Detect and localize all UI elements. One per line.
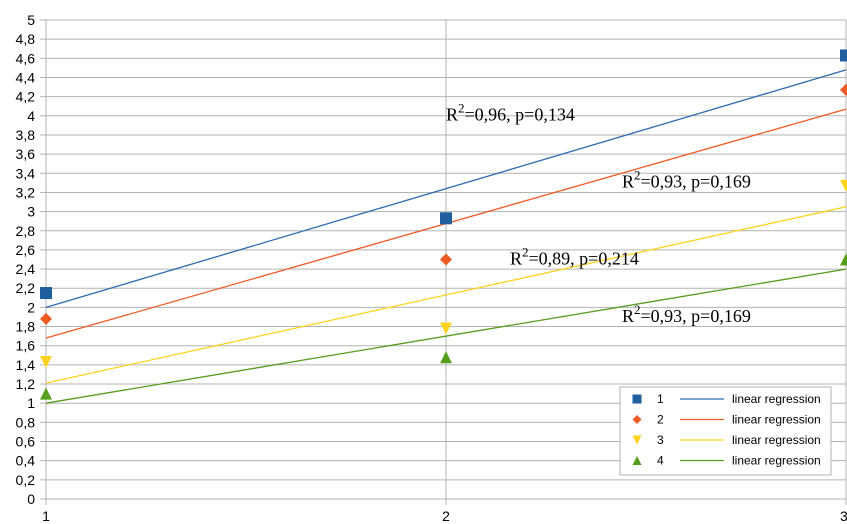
y-tick-label: 2,6 [16,242,36,258]
data-point-series-4 [840,253,847,266]
data-point-series-3 [40,356,52,369]
data-point-series-2 [440,253,452,266]
y-tick-label: 4,4 [16,69,36,85]
r2-superscript: 2 [522,244,529,259]
y-tick-label: 3,2 [16,184,36,200]
legend-regression-label: linear regression [732,392,821,406]
y-tick-label: 3 [27,204,35,220]
y-tick-label: 4 [27,108,35,124]
y-tick-label: 0,4 [16,453,36,469]
r2-annotation-text: R2=0,96, p=0,134 [446,101,575,125]
y-tick-label: 2 [27,299,35,315]
regression-line-1 [45,69,847,309]
y-tick-label: 0 [27,491,35,507]
r2-annotation-text: R2=0,93, p=0,169 [622,168,751,192]
y-tick-label: 2,8 [16,223,36,239]
y-tick-label: 5 [27,12,35,28]
y-tick-label: 0,8 [16,414,36,430]
r2-annotation: R2=0,96, p=0,134 [446,101,575,125]
y-tick-label: 0,6 [16,434,36,450]
y-tick-label: 2,4 [16,261,36,277]
r2-symbol: R [622,172,634,192]
r2-annotation: R2=0,93, p=0,169 [622,302,751,326]
legend-regression-label: linear regression [732,433,821,447]
legend-series-label: 2 [657,413,664,427]
regression-line-4 [45,268,847,404]
y-tick-label: 1 [27,395,35,411]
x-tick-label: 1 [42,508,50,524]
y-tick-label: 3,6 [16,146,36,162]
y-tick-label: 4,2 [16,89,36,105]
r2-values: =0,93, p=0,169 [641,172,751,192]
y-tick-label: 1,4 [16,357,36,373]
data-point-series-2 [840,83,847,96]
y-tick-label: 0,2 [16,472,36,488]
r2-values: =0,96, p=0,134 [465,105,575,125]
r2-symbol: R [510,248,522,268]
legend-marker-1 [632,394,642,404]
r2-annotation-text: R2=0,89, p=0,214 [510,244,639,268]
legend-marker-3 [632,435,642,445]
legend: 1 linear regression 2 linear regression 3 lin… [619,386,832,476]
legend-series-label: 1 [657,392,664,406]
legend-series-label: 3 [657,433,664,447]
r2-annotation: R2=0,93, p=0,169 [622,168,751,192]
data-point-series-3 [840,179,847,192]
x-tick-label: 3 [840,508,847,524]
data-point-series-1 [440,212,452,225]
r2-values: =0,93, p=0,169 [641,306,751,326]
y-tick-label: 4,6 [16,50,36,66]
r2-symbol: R [446,105,458,125]
r2-annotation: R2=0,89, p=0,214 [510,244,639,268]
y-tick-label: 1,2 [16,376,36,392]
y-tick-label: 2,2 [16,280,36,296]
legend-series-label: 4 [657,454,664,468]
r2-superscript: 2 [634,302,641,317]
r2-annotation-text: R2=0,93, p=0,169 [622,302,751,326]
data-point-series-1 [840,49,847,62]
y-tick-label: 3,8 [16,127,36,143]
legend-regression-label: linear regression [732,413,821,427]
regression-line-3 [45,206,847,384]
y-tick-label: 3,4 [16,165,36,181]
y-tick-label: 1,6 [16,338,36,354]
x-tick-label: 2 [442,508,450,524]
legend-regression-label: linear regression [732,454,821,468]
y-tick-label: 1,8 [16,319,36,335]
legend-marker-4 [632,456,642,465]
r2-superscript: 2 [458,101,465,116]
r2-symbol: R [622,306,634,326]
data-point-series-1 [40,287,52,300]
data-point-series-4 [440,351,452,364]
data-point-series-4 [40,387,52,400]
y-tick-label: 4,8 [16,31,36,47]
legend-marker-2 [632,415,642,424]
r2-superscript: 2 [634,168,641,183]
legend-box [619,386,832,476]
r2-values: =0,89, p=0,214 [529,248,639,268]
data-point-series-2 [40,312,52,325]
data-point-series-3 [440,322,452,335]
